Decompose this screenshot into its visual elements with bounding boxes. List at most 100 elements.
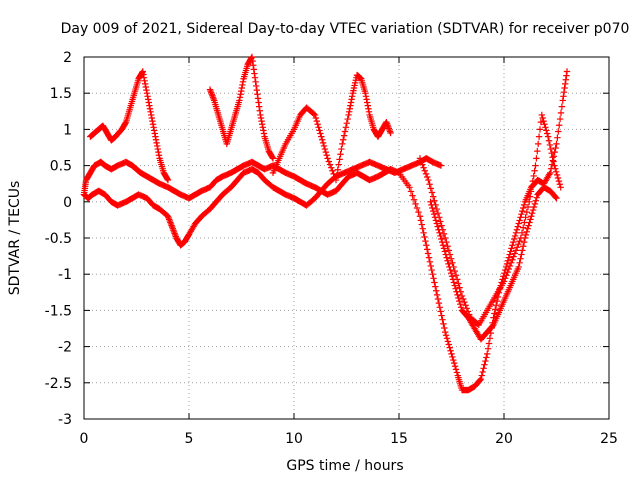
data-point [523,228,530,235]
data-point [413,204,421,212]
data-point [336,156,343,163]
data-point [340,136,347,143]
data-point [416,213,424,220]
data-point [524,225,531,232]
data-point [563,68,571,75]
data-point [538,111,545,119]
data-point [316,127,323,134]
data-point [529,206,537,214]
data-point [430,211,438,218]
data-point [476,377,484,384]
data-point [532,197,539,204]
data-point [553,194,560,202]
data-point [539,114,546,122]
data-point [530,172,537,180]
data-point [418,158,425,165]
data-point [439,242,447,249]
data-point [446,344,453,351]
data-point [437,308,444,315]
data-point [556,115,564,123]
data-point [536,126,544,133]
data-point [312,114,320,122]
data-point [431,197,438,204]
data-point [427,185,434,192]
data-point [448,255,455,262]
data-point [541,121,548,128]
data-point [342,124,350,131]
data-point [332,176,340,184]
y-tick-label: -0.5 [45,231,72,247]
data-point [434,295,442,303]
data-point [509,256,516,263]
data-point [555,128,562,135]
data-point [552,165,559,172]
data-point [335,161,342,168]
data-point [447,347,454,354]
data-point [387,129,394,137]
data-point [321,145,329,153]
data-point [415,208,422,216]
data-point [445,341,452,348]
data-point [553,171,561,179]
data-point [310,110,317,118]
data-point [557,184,564,191]
data-point [449,353,456,361]
data-point [502,275,509,282]
data-point [432,217,440,224]
data-point [514,244,521,251]
data-point [552,193,559,201]
data-point [479,368,486,376]
data-point [430,275,437,282]
data-point [429,204,436,212]
data-point [519,247,526,254]
data-point [323,152,330,159]
data-point [527,188,535,195]
data-point [486,335,494,342]
data-point [419,161,426,168]
series-satellite-track-a [80,158,403,202]
x-tick-label: 20 [495,431,513,447]
y-tick-label: 2 [63,50,72,66]
data-point [520,224,527,231]
data-point [454,291,461,299]
data-point [477,375,485,383]
data-point [505,254,512,261]
data-point [422,237,429,245]
data-point [548,149,555,157]
data-point [515,263,522,271]
data-point [437,218,444,225]
data-point [339,140,346,148]
data-point [480,365,487,372]
axis-ticks [83,56,610,420]
x-tick-labels: 0 5 10 15 20 25 [80,431,618,447]
data-point [553,168,560,176]
x-tick-label: 15 [390,431,408,447]
y-tick-label: -2 [58,340,72,356]
data-point [444,243,451,250]
data-point [424,173,431,181]
data-point [433,205,440,213]
data-point [319,139,327,147]
data-point [431,279,438,286]
data-point [528,183,536,190]
data-point [457,304,465,311]
data-point [483,354,490,361]
data-point [440,230,448,238]
data-point [518,211,525,218]
data-point [529,177,536,185]
x-tick-label: 10 [285,431,303,447]
data-point [482,357,489,365]
data-point [436,304,443,311]
data-point [453,288,460,295]
data-point [519,207,526,215]
data-point [328,164,335,171]
data-point [461,298,468,306]
data-point [448,350,455,358]
data-point [451,282,458,289]
x-tick-label: 5 [185,431,194,447]
data-point [442,251,449,258]
data-point [320,142,328,150]
data-point [435,226,442,233]
data-point [554,134,561,141]
